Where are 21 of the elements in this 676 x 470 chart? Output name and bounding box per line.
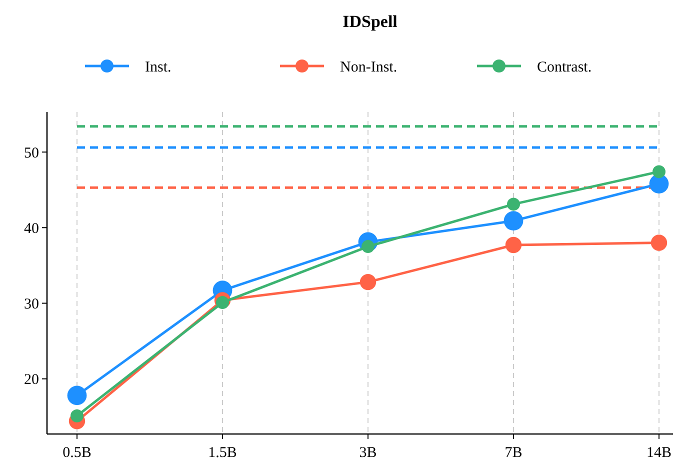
chart-title: IDSpell [342, 12, 398, 31]
y-tick-label: 20 [24, 372, 39, 388]
point [505, 236, 522, 254]
x-tick-label: 3B [359, 445, 377, 461]
y-tick-label: 30 [24, 296, 39, 312]
legend-label: Non-Inst. [340, 59, 398, 76]
point [652, 165, 666, 178]
point [650, 234, 668, 251]
legend-label: Contrast. [537, 59, 592, 76]
y-tick-label: 50 [24, 145, 39, 162]
legend-label: Inst. [145, 59, 172, 76]
point [67, 386, 87, 406]
point [504, 211, 524, 231]
point [70, 409, 84, 422]
x-tick-label: 7B [504, 445, 522, 461]
y-tick-label: 40 [24, 220, 39, 237]
point [360, 274, 376, 290]
x-tick-label: 1.5B [208, 445, 237, 461]
point [507, 198, 520, 211]
x-tick-label: 0.5B [62, 445, 92, 461]
x-tick-label: 14B [646, 445, 672, 461]
